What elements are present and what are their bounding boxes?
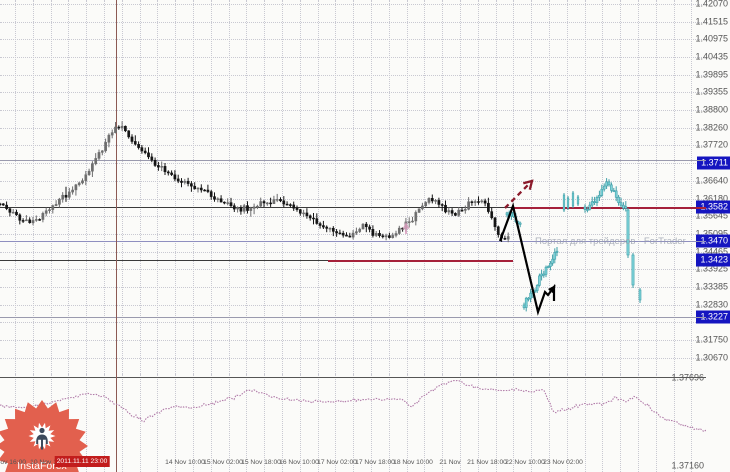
svg-text:Портал для трейдеров - ForTrad: Портал для трейдеров - ForTrader <box>535 236 686 247</box>
